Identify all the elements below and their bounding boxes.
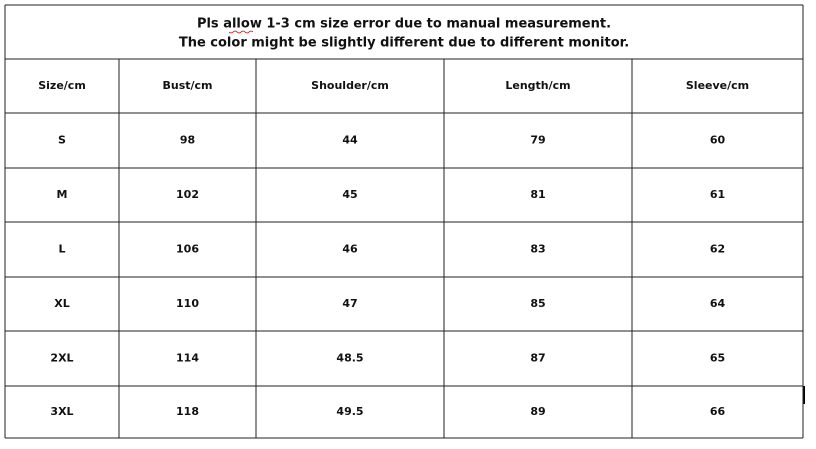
header-cell: Length/cm xyxy=(505,79,570,92)
header-cell: Sleeve/cm xyxy=(686,79,749,92)
table-cell: 49.5 xyxy=(336,405,363,418)
table-cell: 85 xyxy=(530,297,545,310)
table-cell: 87 xyxy=(530,352,545,365)
table-cell: 60 xyxy=(710,134,726,147)
table-cell: 64 xyxy=(710,297,726,310)
table-cell: 118 xyxy=(176,405,199,418)
table-cell: S xyxy=(58,134,66,147)
header-cell: Shoulder/cm xyxy=(311,79,389,92)
table-cell: 46 xyxy=(342,243,358,256)
table-cell: 47 xyxy=(342,297,357,310)
header-cell: Bust/cm xyxy=(162,79,212,92)
table-cell: 114 xyxy=(176,352,199,365)
table-cell: 102 xyxy=(176,188,199,201)
notice-line: The color might be slightly different du… xyxy=(179,36,629,51)
table-cell: 106 xyxy=(176,243,199,256)
table-cell: 98 xyxy=(180,134,195,147)
table-cell: XL xyxy=(54,297,70,310)
table-cell: M xyxy=(57,188,68,201)
table-cell: 65 xyxy=(710,352,725,365)
table-cell: 83 xyxy=(530,243,545,256)
table-cell: 66 xyxy=(710,405,726,418)
table-cell: L xyxy=(58,243,65,256)
spell-underline xyxy=(228,30,254,34)
table-cell: 79 xyxy=(530,134,545,147)
table-cell: 62 xyxy=(710,243,725,256)
notice-line: Pls allow 1-3 cm size error due to manua… xyxy=(197,17,611,32)
table-cell: 61 xyxy=(710,188,725,201)
table-cell: 89 xyxy=(530,405,545,418)
table-cell: 110 xyxy=(176,297,199,310)
table-cell: 45 xyxy=(342,188,357,201)
table-cell: 81 xyxy=(530,188,545,201)
header-cell: Size/cm xyxy=(38,79,86,92)
table-cell: 2XL xyxy=(50,352,73,365)
table-cell: 44 xyxy=(342,134,358,147)
table-cell: 48.5 xyxy=(336,352,363,365)
table-cell: 3XL xyxy=(50,405,73,418)
